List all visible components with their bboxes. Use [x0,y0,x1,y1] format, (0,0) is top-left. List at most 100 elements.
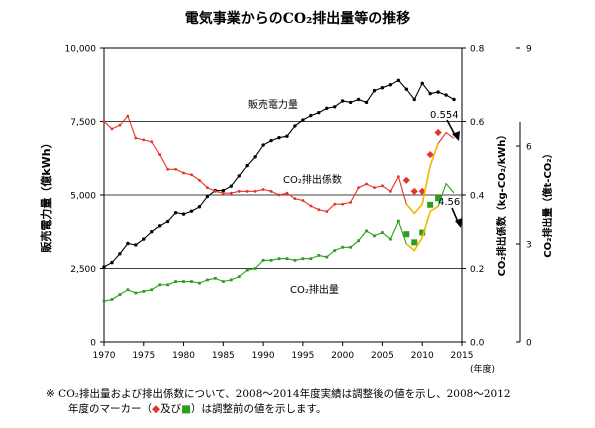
data-point [126,288,130,292]
data-point [380,85,385,90]
left-axis-tick-label: 0 [90,339,96,349]
data-point [277,257,281,261]
data-point [277,135,281,140]
data-point [110,260,114,265]
left-axis-tick-label: 5,000 [70,192,96,202]
mid-axis-tick-label: 0.8 [470,45,485,55]
right-axis-tick-label: 9 [526,45,532,55]
data-point [165,219,170,224]
data-point [348,100,353,105]
data-point [317,208,321,212]
right-axis-tick-label: 6 [526,143,532,153]
arrow-emis-head [455,218,462,228]
data-point [325,255,329,259]
footnote-mark: ※ [46,388,55,400]
data-point [150,140,154,144]
data-point [317,254,321,257]
arrow-coef-head [452,131,460,141]
data-point [245,189,249,193]
data-point [301,257,305,261]
series-2 [102,182,455,303]
data-point [213,189,217,193]
data-point [357,239,360,243]
x-axis-tick-label: 2005 [371,351,394,361]
value-emis: 4.56 [438,197,460,208]
data-point [205,194,210,199]
data-point [182,280,185,283]
data-point [396,78,401,83]
data-point [325,106,329,110]
data-point [142,138,146,142]
data-point [253,155,257,159]
data-point-square [435,195,442,202]
data-point [309,257,313,261]
left-axis-tick-label: 2,500 [70,265,96,275]
data-point [174,280,177,283]
label-sales: 販売電力量 [248,98,298,111]
data-point [293,258,297,262]
data-point [285,134,289,138]
data-point [396,219,400,223]
series-line [103,182,455,302]
data-point [158,153,162,156]
series-6 [405,205,439,252]
x-axis-tick-label: 2000 [331,351,354,361]
data-point [333,249,337,252]
data-point [110,298,114,301]
data-point [221,280,225,283]
data-point [142,289,146,293]
data-point [166,167,170,171]
data-point-square [403,231,410,238]
data-point [237,189,241,193]
data-point [261,188,265,191]
data-point [150,230,154,234]
series-5 [405,143,439,215]
data-point [269,138,273,143]
chart-title: 電気事業からのCO₂排出量等の推移 [184,11,411,27]
data-point [166,283,170,287]
data-point [118,252,122,256]
data-point [126,114,130,118]
data-point [373,186,376,190]
data-point [293,124,297,128]
data-point [118,293,122,297]
data-point-diamond [402,176,410,184]
data-point [198,281,201,285]
label-coef: CO₂排出係数 [283,173,342,186]
data-point [221,191,225,195]
data-point [404,87,409,91]
data-point [444,93,448,97]
footnote-square-icon: ■ [181,403,191,415]
data-point [420,81,424,85]
data-point [206,186,209,190]
data-point [237,174,241,178]
data-point [102,120,106,123]
data-point [293,197,297,201]
data-point [428,91,432,96]
data-point [389,189,392,193]
annotations: 販売電力量 CO₂排出係数 CO₂排出量 0.554 4.56 [248,98,462,296]
arrow-emis-shaft [451,207,459,223]
data-point [269,189,273,193]
axes: 0 2,500 5,000 7,500 10,000 0.0 0.2 0.4 0.6 0.8 0 3 6… [39,45,554,376]
data-point [333,105,337,109]
data-point [213,276,217,280]
data-point [221,188,226,193]
footnote: ※ CO₂排出量および排出係数について、2008～2014年度実績は調整後の値を… [46,387,511,417]
data-point [190,280,193,283]
arrow-coef-shaft [446,119,456,136]
data-point-diamond [410,187,418,195]
data-point [285,191,289,195]
footnote-line2-a: 年度のマーカー（ [68,403,152,415]
data-point [229,191,233,195]
data-point [102,299,106,303]
data-point [349,245,353,249]
series-3 [402,128,442,195]
x-axis-tick-label: 1985 [212,351,235,361]
data-point [245,268,249,272]
data-point [396,175,400,179]
data-point [190,173,193,177]
data-point [277,193,281,197]
data-point [245,163,249,168]
footnote-diamond-icon: ◆ [152,403,161,415]
